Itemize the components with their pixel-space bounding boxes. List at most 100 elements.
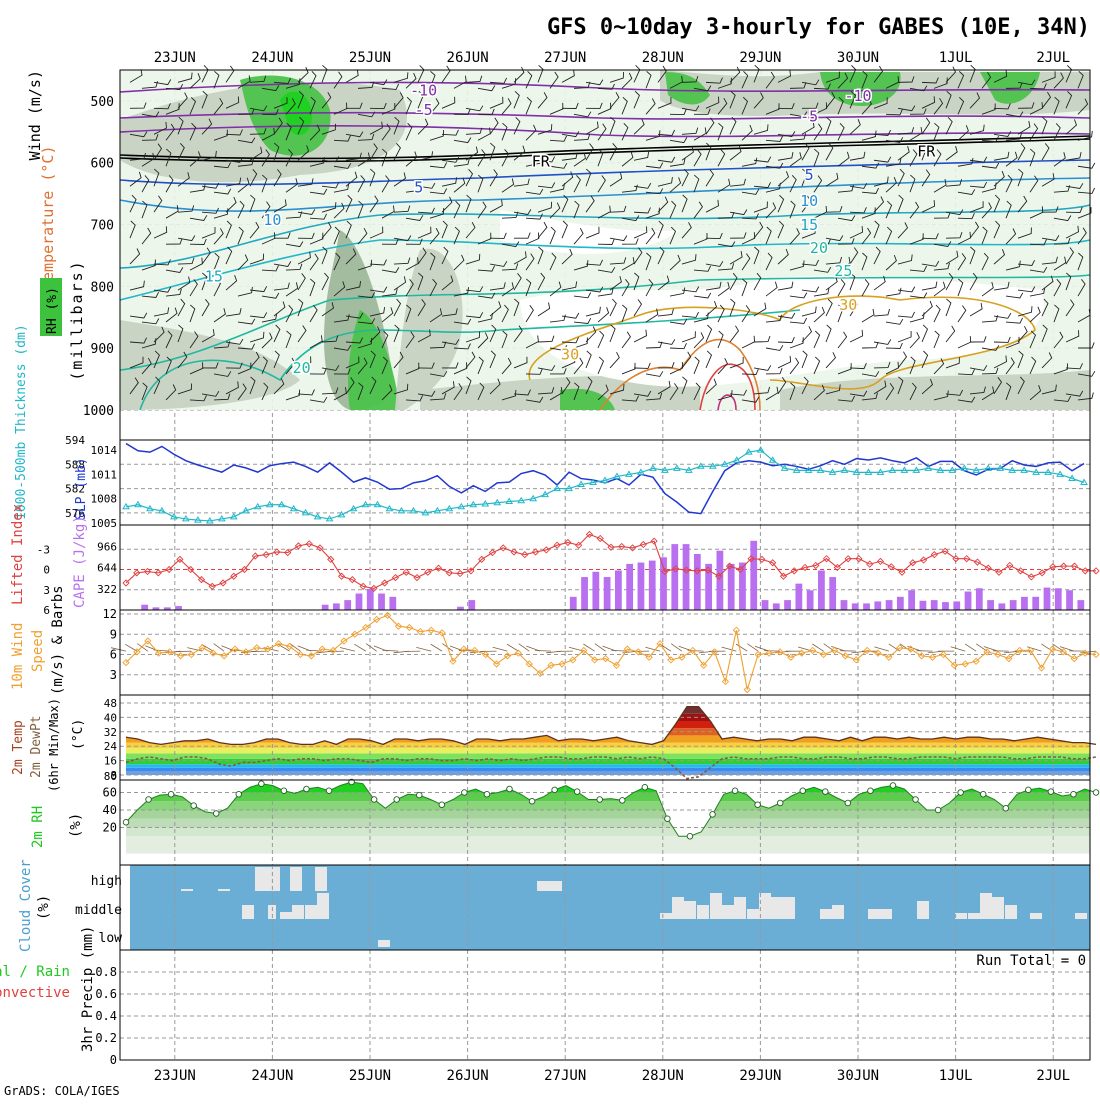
cloud-bar bbox=[968, 913, 980, 919]
p3-ytick-right: 966 bbox=[97, 540, 117, 553]
cape-bar bbox=[717, 551, 724, 610]
cloud-bar bbox=[672, 897, 684, 919]
cloud-bar bbox=[242, 905, 254, 919]
p1-ytick-label: 900 bbox=[91, 342, 114, 357]
rh-point bbox=[665, 816, 671, 822]
rh-point bbox=[1071, 791, 1077, 797]
contour-label: 10 bbox=[800, 192, 818, 210]
p4-ytick: 12 bbox=[103, 607, 117, 621]
rh-point bbox=[574, 789, 580, 795]
p7-ytick: middle bbox=[75, 903, 122, 918]
contour-label: 20 bbox=[293, 359, 311, 377]
rh-point bbox=[980, 791, 986, 797]
rh2m-axis-label: 2m RH bbox=[30, 806, 46, 848]
cape-bar bbox=[886, 600, 893, 610]
contour-label: 20 bbox=[810, 239, 828, 257]
rh-point bbox=[1048, 789, 1054, 795]
cloud-bar bbox=[1030, 913, 1042, 919]
rh-band bbox=[120, 810, 1090, 819]
p2-ytick-right: 1014 bbox=[91, 444, 118, 457]
cloud-unit: (%) bbox=[36, 895, 52, 920]
cape-bar bbox=[908, 590, 915, 610]
slp-axis-label: SLP (mb) bbox=[74, 457, 89, 520]
cloud-bar bbox=[181, 889, 193, 891]
p7-ytick: high bbox=[91, 874, 122, 889]
rh-point bbox=[259, 781, 265, 787]
cloud-bar bbox=[771, 897, 783, 919]
p6-ytick: 60 bbox=[103, 786, 117, 800]
cape-bar bbox=[897, 597, 904, 610]
millibars-label: (millibars) bbox=[68, 259, 86, 380]
cape-bar bbox=[367, 589, 374, 610]
cloud-bar bbox=[917, 901, 929, 919]
p3-ytick-left: -3 bbox=[37, 543, 50, 556]
rh-point bbox=[597, 797, 603, 803]
p4-ytick: 9 bbox=[110, 627, 117, 641]
rh-point bbox=[868, 788, 874, 794]
rh-point bbox=[1003, 805, 1009, 811]
temp-band bbox=[120, 759, 1090, 764]
date-label-top: 24JUN bbox=[251, 50, 293, 66]
p7-ytick: low bbox=[99, 931, 123, 946]
date-label-bottom: 26JUN bbox=[447, 1068, 489, 1084]
cape-bar bbox=[920, 601, 927, 610]
cape-bar bbox=[570, 597, 577, 610]
rh-point bbox=[371, 797, 377, 803]
p3-ytick-right: 322 bbox=[97, 583, 117, 596]
cloud-bar bbox=[315, 867, 327, 891]
cloud-bar bbox=[734, 897, 746, 919]
rh-point bbox=[416, 792, 422, 798]
temp-band bbox=[120, 764, 1090, 768]
cape-bar bbox=[344, 600, 351, 610]
cloud-bar bbox=[880, 909, 892, 919]
contour-label: 5 bbox=[414, 178, 423, 196]
contour-label: -10 bbox=[844, 87, 871, 105]
p6-ytick: 40 bbox=[103, 803, 117, 817]
cape-bar bbox=[953, 601, 960, 610]
cape-bar bbox=[874, 601, 881, 610]
rh2m-unit: (%) bbox=[68, 813, 84, 838]
p1-ytick-label: 1000 bbox=[83, 404, 114, 419]
rh-point bbox=[529, 798, 535, 804]
rh-point bbox=[777, 800, 783, 806]
temp-band bbox=[120, 768, 1090, 772]
contour-label: -5 bbox=[415, 101, 433, 119]
p5-ytick: 48 bbox=[104, 697, 117, 710]
cloud-bar bbox=[305, 905, 317, 919]
temperature-axis-label: Temperature (°C) bbox=[39, 146, 57, 291]
date-label-bottom: 29JUN bbox=[739, 1068, 781, 1084]
cape-bar bbox=[671, 544, 678, 610]
rh-point bbox=[913, 797, 919, 803]
p2-ytick-right: 1011 bbox=[91, 468, 118, 481]
cloud-bar bbox=[697, 905, 709, 919]
rh-point bbox=[755, 802, 761, 808]
date-label-top: 29JUN bbox=[739, 50, 781, 66]
cloud-bar bbox=[992, 897, 1004, 919]
cloud-bar bbox=[868, 909, 880, 919]
rh-point bbox=[1026, 787, 1032, 793]
contour-label: 25 bbox=[834, 262, 852, 280]
cloud-bar bbox=[537, 881, 562, 891]
cape-bar bbox=[931, 600, 938, 610]
rh-label-text: RH (%) bbox=[45, 287, 60, 334]
contour-label: FR bbox=[917, 143, 936, 161]
cape-bar bbox=[322, 605, 329, 610]
p2-ytick-right: 1005 bbox=[91, 517, 118, 530]
rh-point bbox=[710, 812, 716, 818]
p1-ytick-label: 600 bbox=[91, 157, 114, 172]
contour-label: -5 bbox=[800, 107, 818, 125]
date-label-top: 26JUN bbox=[447, 50, 489, 66]
run-total: Run Total = 0 bbox=[976, 953, 1086, 969]
cape-bar bbox=[175, 606, 182, 610]
cape-bar bbox=[1066, 590, 1073, 610]
thickness-axis-label: 1000-500mb Thickness (dm) bbox=[14, 324, 29, 520]
p2-ytick-left: 594 bbox=[65, 434, 85, 447]
cape-bar bbox=[378, 594, 385, 610]
date-label-bottom: 1JUL bbox=[939, 1068, 973, 1084]
cloud-bar bbox=[218, 889, 230, 891]
cloud-bar bbox=[783, 897, 795, 919]
cloud-bar bbox=[955, 913, 967, 919]
cape-bar bbox=[356, 594, 363, 610]
